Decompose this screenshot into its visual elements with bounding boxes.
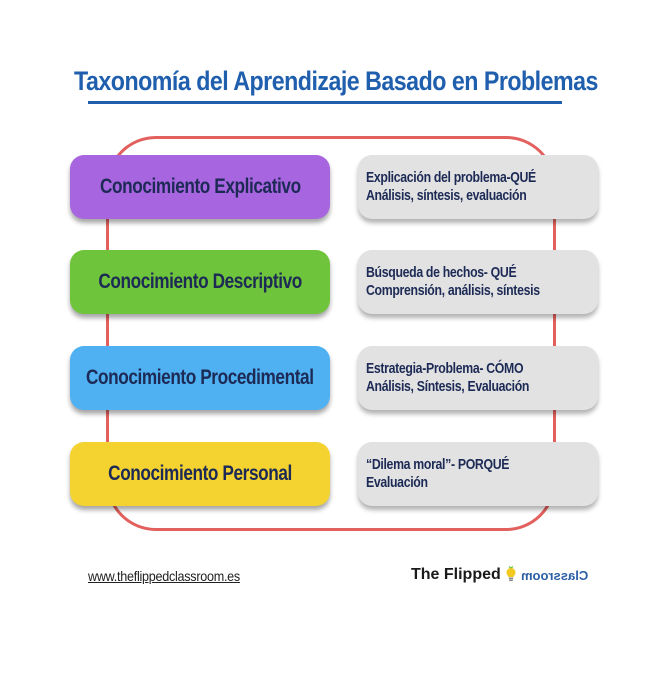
detail-line-2: Comprensión, análisis, síntesis bbox=[366, 282, 540, 299]
detail-box: Búsqueda de hechos- QUÉ Comprensión, aná… bbox=[358, 250, 598, 314]
detail-line-2: Análisis, síntesis, evaluación bbox=[366, 187, 527, 204]
concept-box-descriptivo: Conocimiento Descriptivo bbox=[70, 250, 330, 314]
concept-box-procedimental: Conocimiento Procedimental bbox=[70, 346, 330, 410]
taxonomy-row: Conocimiento Procedimental Estrategia-Pr… bbox=[0, 346, 672, 412]
taxonomy-row: Conocimiento Personal “Dilema moral”- PO… bbox=[0, 442, 672, 508]
lightbulb-icon bbox=[505, 566, 517, 584]
concept-label: Conocimiento Descriptivo bbox=[98, 270, 302, 293]
detail-box: “Dilema moral”- PORQUÉ Evaluación bbox=[358, 442, 598, 506]
concept-label: Conocimiento Procedimental bbox=[86, 366, 314, 389]
website-link[interactable]: www.theflippedclassroom.es bbox=[88, 568, 240, 584]
title-underline bbox=[88, 101, 562, 104]
detail-line-1: “Dilema moral”- PORQUÉ bbox=[366, 456, 510, 473]
concept-label: Conocimiento Explicativo bbox=[99, 175, 301, 198]
taxonomy-row: Conocimiento Descriptivo Búsqueda de hec… bbox=[0, 250, 672, 316]
brand-name: The Flipped bbox=[411, 566, 501, 583]
concept-box-personal: Conocimiento Personal bbox=[70, 442, 330, 506]
brand-mirrored-text: Classroom bbox=[520, 567, 588, 583]
detail-box: Explicación del problema-QUÉ Análisis, s… bbox=[358, 155, 598, 219]
concept-label: Conocimiento Personal bbox=[108, 462, 292, 485]
page-title: Taxonomía del Aprendizaje Basado en Prob… bbox=[74, 66, 598, 96]
detail-line-2: Evaluación bbox=[366, 474, 428, 491]
concept-box-explicativo: Conocimiento Explicativo bbox=[70, 155, 330, 219]
detail-line-1: Explicación del problema-QUÉ bbox=[366, 169, 536, 186]
connector-frame bbox=[106, 136, 556, 531]
detail-line-1: Búsqueda de hechos- QUÉ bbox=[366, 264, 517, 281]
detail-box: Estrategia-Problema- CÓMO Análisis, Sínt… bbox=[358, 346, 598, 410]
taxonomy-row: Conocimiento Explicativo Explicación del… bbox=[0, 155, 672, 221]
detail-line-1: Estrategia-Problema- CÓMO bbox=[366, 360, 524, 377]
detail-line-2: Análisis, Síntesis, Evaluación bbox=[366, 378, 530, 395]
brand-logo: The Flipped Classroom bbox=[411, 564, 588, 586]
